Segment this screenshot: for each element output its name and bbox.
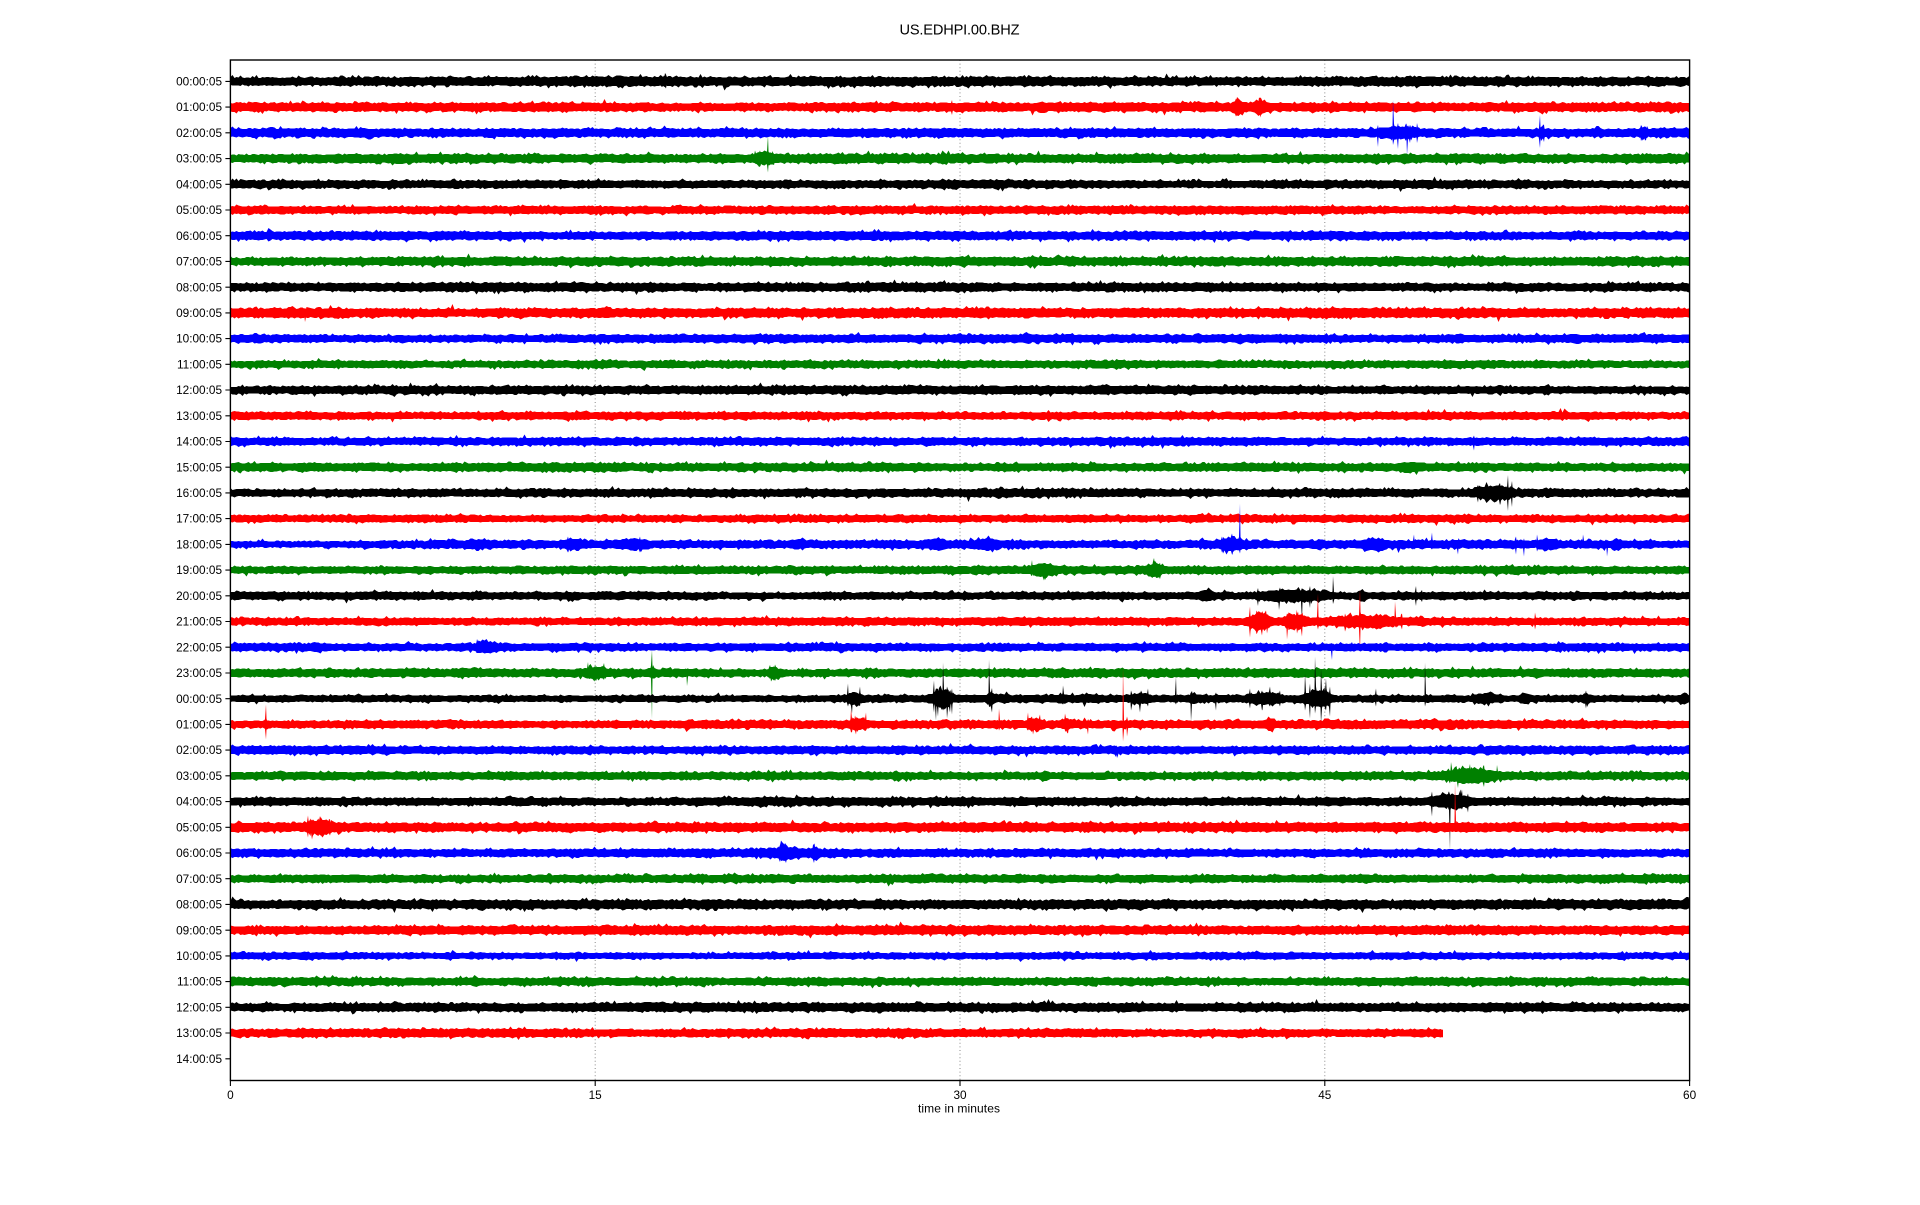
svg-text:09:00:05: 09:00:05 xyxy=(176,923,222,937)
svg-text:06:00:05: 06:00:05 xyxy=(176,229,222,243)
svg-text:10:00:05: 10:00:05 xyxy=(176,949,222,963)
svg-text:03:00:05: 03:00:05 xyxy=(176,769,222,783)
svg-text:60: 60 xyxy=(1683,1088,1697,1102)
svg-text:20:00:05: 20:00:05 xyxy=(176,589,222,603)
svg-text:09:00:05: 09:00:05 xyxy=(176,306,222,320)
svg-text:0: 0 xyxy=(227,1088,234,1102)
svg-text:06:00:05: 06:00:05 xyxy=(176,846,222,860)
svg-text:02:00:05: 02:00:05 xyxy=(176,126,222,140)
svg-text:16:00:05: 16:00:05 xyxy=(176,486,222,500)
svg-text:19:00:05: 19:00:05 xyxy=(176,563,222,577)
svg-text:18:00:05: 18:00:05 xyxy=(176,538,222,552)
svg-text:11:00:05: 11:00:05 xyxy=(177,357,222,371)
svg-text:12:00:05: 12:00:05 xyxy=(176,1000,222,1014)
svg-text:23:00:05: 23:00:05 xyxy=(176,666,222,680)
svg-text:15:00:05: 15:00:05 xyxy=(176,460,222,474)
svg-text:time in minutes: time in minutes xyxy=(918,1102,1000,1116)
svg-text:08:00:05: 08:00:05 xyxy=(176,280,222,294)
svg-text:05:00:05: 05:00:05 xyxy=(176,203,222,217)
svg-text:00:00:05: 00:00:05 xyxy=(176,75,222,89)
svg-text:22:00:05: 22:00:05 xyxy=(176,640,222,654)
svg-text:45: 45 xyxy=(1318,1088,1332,1102)
svg-text:04:00:05: 04:00:05 xyxy=(176,795,222,809)
svg-text:13:00:05: 13:00:05 xyxy=(176,409,222,423)
svg-text:14:00:05: 14:00:05 xyxy=(176,435,222,449)
svg-text:10:00:05: 10:00:05 xyxy=(176,332,222,346)
svg-text:01:00:05: 01:00:05 xyxy=(176,718,222,732)
svg-text:03:00:05: 03:00:05 xyxy=(176,152,222,166)
svg-text:01:00:05: 01:00:05 xyxy=(176,100,222,114)
svg-text:05:00:05: 05:00:05 xyxy=(176,820,222,834)
svg-text:15: 15 xyxy=(589,1088,603,1102)
svg-text:11:00:05: 11:00:05 xyxy=(177,975,222,989)
svg-text:21:00:05: 21:00:05 xyxy=(176,615,222,629)
svg-text:08:00:05: 08:00:05 xyxy=(176,898,222,912)
svg-text:07:00:05: 07:00:05 xyxy=(176,872,222,886)
svg-text:US.EDHPI.00.BHZ: US.EDHPI.00.BHZ xyxy=(900,23,1020,39)
svg-text:14:00:05: 14:00:05 xyxy=(176,1052,222,1066)
svg-text:13:00:05: 13:00:05 xyxy=(176,1026,222,1040)
svg-text:17:00:05: 17:00:05 xyxy=(176,512,222,526)
svg-text:30: 30 xyxy=(953,1088,967,1102)
svg-text:00:00:05: 00:00:05 xyxy=(176,692,222,706)
svg-text:02:00:05: 02:00:05 xyxy=(176,743,222,757)
svg-text:07:00:05: 07:00:05 xyxy=(176,255,222,269)
svg-text:04:00:05: 04:00:05 xyxy=(176,177,222,191)
svg-text:12:00:05: 12:00:05 xyxy=(176,383,222,397)
